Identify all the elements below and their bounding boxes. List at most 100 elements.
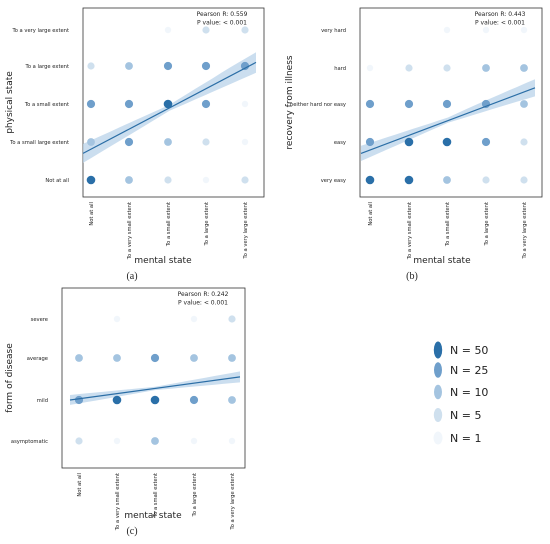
data-point	[228, 396, 236, 404]
y-tick-label: severe	[31, 317, 48, 323]
y-tick-label: hard	[334, 66, 346, 72]
y-tick-label: neither hard nor easy	[290, 102, 346, 108]
data-point	[482, 26, 490, 34]
panel-label: (c)	[126, 526, 137, 537]
data-point	[164, 176, 172, 184]
legend-marker	[433, 341, 443, 359]
x-tick-label: To a very large extent	[243, 202, 249, 260]
data-point	[87, 138, 95, 146]
data-point	[113, 437, 121, 445]
y-axis-label: recovery from illness	[285, 55, 295, 149]
data-point	[190, 437, 198, 445]
chart-panel-b: very easy easy neither hard nor easy hard ve…	[285, 7, 543, 282]
data-point	[482, 64, 490, 72]
data-point	[75, 354, 83, 362]
y-tick-label: very hard	[321, 28, 346, 34]
x-tick-label: To a very large extent	[522, 202, 528, 260]
y-tick-label: average	[27, 356, 48, 362]
data-point	[164, 26, 172, 34]
data-point	[404, 175, 414, 185]
x-tick-label: Not at all	[77, 473, 83, 497]
data-point	[163, 61, 173, 71]
data-point	[202, 26, 210, 34]
stats-annotation: Pearson R: 0.443	[475, 11, 526, 18]
data-point	[125, 62, 133, 70]
data-point	[481, 137, 491, 147]
data-point	[164, 138, 172, 146]
x-tick-label: Not at all	[89, 202, 95, 226]
plot-frame	[61, 287, 246, 469]
x-axis-label: mental state	[124, 511, 182, 521]
data-point	[228, 315, 236, 323]
data-point	[520, 100, 528, 108]
x-tick-label: To a small extent	[166, 202, 172, 247]
data-point	[443, 176, 451, 184]
data-point	[365, 175, 375, 185]
data-point	[124, 99, 134, 109]
x-axis-label: mental state	[134, 256, 192, 266]
data-point	[241, 100, 249, 108]
stats-annotation: Pearson R: 0.559	[197, 11, 248, 18]
data-point	[87, 62, 95, 70]
data-point	[125, 176, 133, 184]
x-tick-label: Not at all	[368, 202, 374, 226]
legend-label: N = 5	[450, 409, 481, 422]
panel-label: (a)	[126, 271, 137, 282]
regression-line	[360, 87, 536, 154]
x-tick-label: To a very small extent	[407, 202, 413, 260]
data-point	[190, 315, 198, 323]
data-point	[86, 175, 96, 185]
x-tick-label: To a small extent	[153, 473, 159, 518]
data-point	[442, 137, 452, 147]
data-point	[482, 176, 490, 184]
x-tick-label: To a very small extent	[115, 473, 121, 531]
stats-annotation: P value: < 0.001	[475, 20, 525, 27]
data-point	[189, 395, 199, 405]
data-point	[404, 137, 414, 147]
data-point	[228, 437, 236, 445]
plot-frame	[359, 7, 543, 198]
y-tick-label: To a large extent	[25, 64, 69, 70]
data-point	[240, 61, 250, 71]
x-tick-label: To a very small extent	[127, 202, 133, 260]
data-point	[202, 138, 210, 146]
y-tick-label: To a small large extent	[9, 140, 69, 146]
data-point	[113, 315, 121, 323]
data-point	[520, 26, 528, 34]
x-tick-label: To a very large extent	[230, 473, 236, 531]
data-point	[442, 99, 452, 109]
size-legend: N = 50 N = 25 N = 10 N = 5 N = 1	[433, 341, 488, 445]
stats-annotation: P value: < 0.001	[178, 300, 228, 307]
legend-marker	[433, 431, 443, 445]
y-tick-label: very easy	[321, 178, 346, 184]
data-point	[404, 99, 414, 109]
plot-frame	[82, 7, 265, 198]
data-point	[113, 354, 121, 362]
data-point	[151, 437, 159, 445]
data-point	[150, 353, 160, 363]
data-point	[241, 26, 249, 34]
y-tick-label: mild	[37, 398, 48, 404]
y-tick-label: easy	[334, 140, 346, 146]
data-point	[241, 138, 249, 146]
data-point	[366, 64, 374, 72]
y-tick-label: Not at all	[45, 178, 69, 184]
data-point	[86, 99, 96, 109]
legend-marker	[434, 362, 442, 378]
stats-annotation: P value: < 0.001	[197, 20, 247, 27]
data-point	[163, 99, 173, 109]
x-tick-label: To a small extent	[445, 202, 451, 247]
data-point	[443, 64, 451, 72]
legend-label: N = 25	[450, 364, 488, 377]
legend-label: N = 50	[450, 344, 488, 357]
chart-panel-c: asymptomatic mild average severe Not at all T…	[5, 287, 246, 537]
legend-marker	[434, 384, 442, 400]
chart-panel-a: Not at all To a small large extent To a sm…	[5, 7, 265, 282]
data-point	[201, 61, 211, 71]
data-point	[520, 64, 528, 72]
data-point	[75, 437, 83, 445]
data-point	[241, 176, 249, 184]
x-axis-label: mental state	[413, 256, 471, 266]
data-point	[112, 395, 122, 405]
